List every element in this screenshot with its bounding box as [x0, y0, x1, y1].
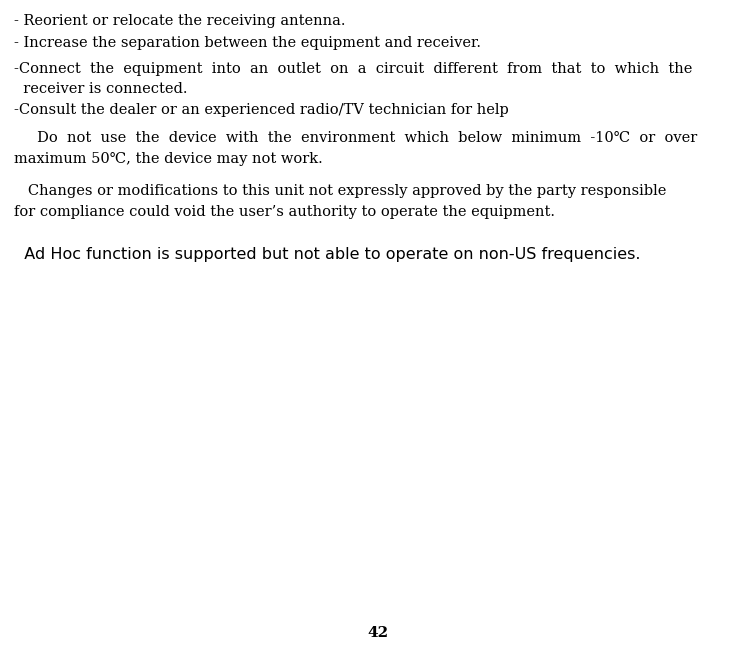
Text: -Consult the dealer or an experienced radio/TV technician for help: -Consult the dealer or an experienced ra…: [14, 103, 508, 116]
Text: Ad Hoc function is supported but not able to operate on non-US frequencies.: Ad Hoc function is supported but not abl…: [14, 247, 640, 262]
Text: for compliance could void the user’s authority to operate the equipment.: for compliance could void the user’s aut…: [14, 205, 555, 219]
Text: Changes or modifications to this unit not expressly approved by the party respon: Changes or modifications to this unit no…: [14, 184, 666, 198]
Text: receiver is connected.: receiver is connected.: [14, 82, 187, 95]
Text: maximum 50℃, the device may not work.: maximum 50℃, the device may not work.: [14, 152, 322, 165]
Text: - Increase the separation between the equipment and receiver.: - Increase the separation between the eq…: [14, 36, 481, 50]
Text: 42: 42: [367, 626, 389, 640]
Text: Do  not  use  the  device  with  the  environment  which  below  minimum  -10℃  : Do not use the device with the environme…: [14, 131, 697, 145]
Text: -Connect  the  equipment  into  an  outlet  on  a  circuit  different  from  tha: -Connect the equipment into an outlet on…: [14, 62, 692, 76]
Text: - Reorient or relocate the receiving antenna.: - Reorient or relocate the receiving ant…: [14, 14, 345, 28]
